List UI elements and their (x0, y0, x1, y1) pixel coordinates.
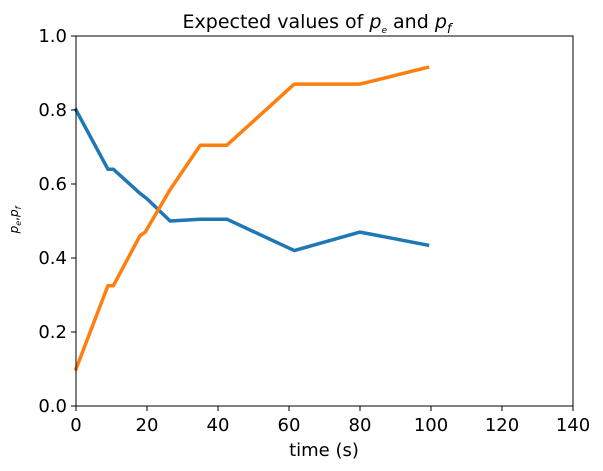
x-tick-label: 40 (207, 415, 230, 436)
plot-frame (75, 35, 574, 407)
series-line-1 (73, 107, 430, 253)
x-tick-label: 100 (414, 415, 448, 436)
y-tick-label: 0.8 (38, 100, 67, 121)
x-tick-label: 60 (278, 415, 301, 436)
y-tick-label: 0.2 (38, 322, 67, 343)
y-tick-label: 1.0 (38, 26, 67, 47)
x-tick-label: 120 (485, 415, 519, 436)
x-tick-label: 140 (556, 415, 590, 436)
y-axis-label: pe,pf (7, 205, 23, 234)
y-tick-label: 0.4 (38, 248, 67, 269)
series-line-2 (73, 65, 430, 372)
x-tick-label: 20 (136, 415, 159, 436)
series-layer (73, 65, 430, 372)
chart-title: Expected values of pe and pf (183, 11, 454, 37)
x-tick-label: 0 (70, 415, 81, 436)
y-tick-label: 0.6 (38, 174, 67, 195)
ticks-layer: 0 20 40 60 80 100 120 140 0.0 0.2 0.4 0.6 0.8 1.0 (38, 26, 590, 436)
x-axis-label: time (s) (289, 440, 359, 461)
y-tick-label: 0.0 (38, 396, 67, 417)
x-tick-label: 80 (349, 415, 372, 436)
